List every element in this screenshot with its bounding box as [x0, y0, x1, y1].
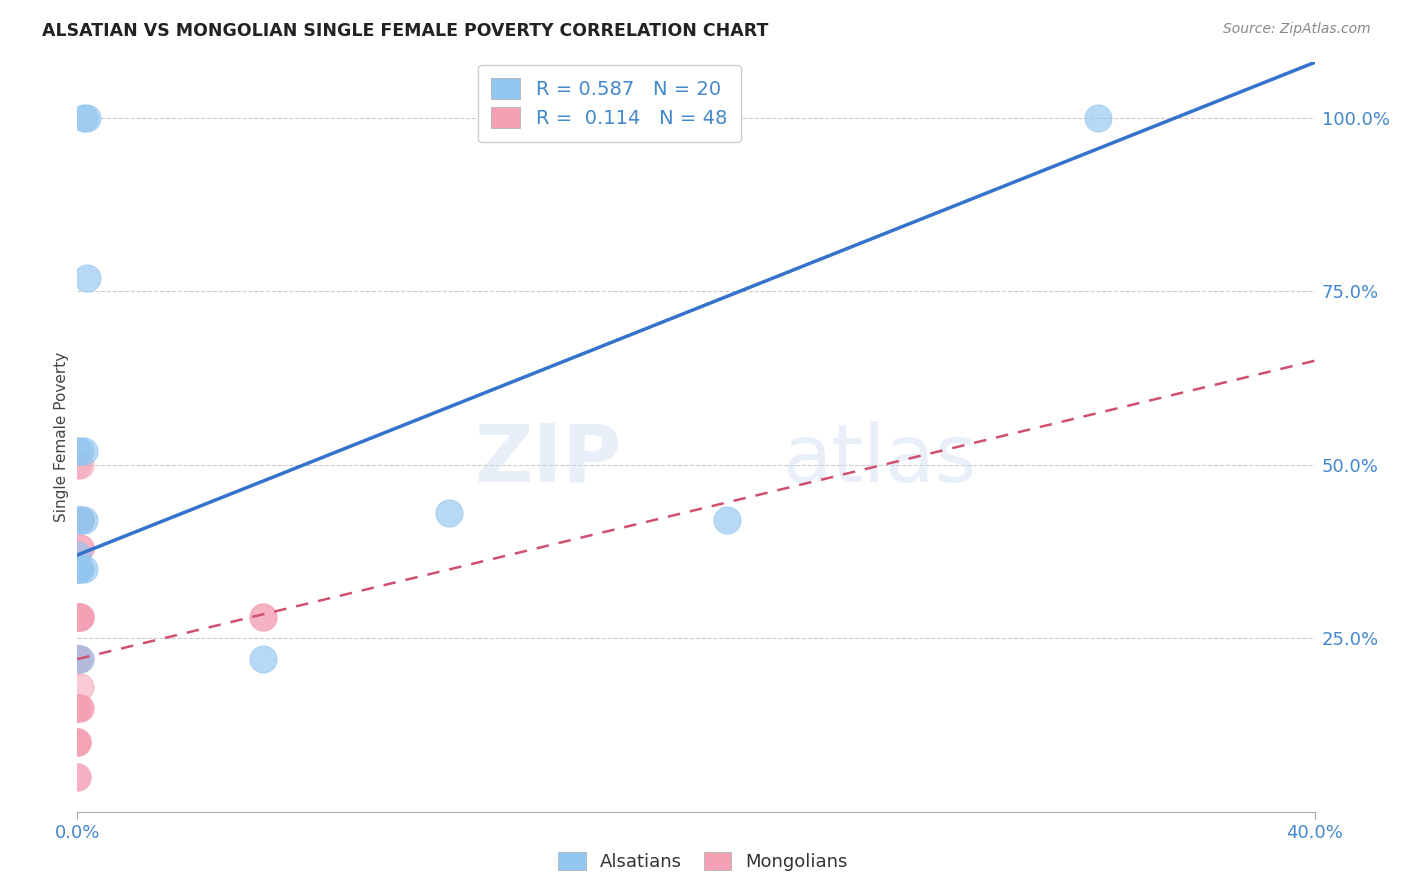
- Point: [69, 652, 91, 666]
- Point: [66, 444, 89, 458]
- Point: [252, 652, 274, 666]
- Point: [66, 652, 89, 666]
- Point: [69, 680, 91, 694]
- Point: [66, 562, 89, 576]
- Point: [69, 610, 91, 624]
- Point: [72, 513, 94, 527]
- Point: [66, 652, 89, 666]
- Point: [66, 610, 89, 624]
- Point: [66, 735, 89, 749]
- Point: [66, 548, 89, 562]
- Point: [66, 652, 89, 666]
- Point: [66, 652, 89, 666]
- Point: [66, 652, 89, 666]
- Point: [76, 111, 98, 125]
- Point: [66, 458, 89, 472]
- Text: ALSATIAN VS MONGOLIAN SINGLE FEMALE POVERTY CORRELATION CHART: ALSATIAN VS MONGOLIAN SINGLE FEMALE POVE…: [42, 22, 769, 40]
- Text: ZIP: ZIP: [474, 420, 621, 499]
- Point: [66, 610, 89, 624]
- Point: [69, 562, 91, 576]
- Point: [69, 458, 91, 472]
- Point: [69, 513, 91, 527]
- Point: [66, 652, 89, 666]
- Point: [66, 735, 89, 749]
- Point: [72, 444, 94, 458]
- Point: [72, 111, 94, 125]
- Point: [66, 652, 89, 666]
- Point: [66, 652, 89, 666]
- Text: atlas: atlas: [783, 420, 977, 499]
- Point: [69, 700, 91, 714]
- Point: [66, 652, 89, 666]
- Point: [252, 610, 274, 624]
- Text: Source: ZipAtlas.com: Source: ZipAtlas.com: [1223, 22, 1371, 37]
- Point: [69, 652, 91, 666]
- Point: [69, 562, 91, 576]
- Point: [66, 652, 89, 666]
- Point: [69, 513, 91, 527]
- Point: [69, 610, 91, 624]
- Point: [66, 610, 89, 624]
- Point: [66, 610, 89, 624]
- Point: [69, 513, 91, 527]
- Point: [1087, 111, 1109, 125]
- Legend: Alsatians, Mongolians: Alsatians, Mongolians: [551, 845, 855, 879]
- Point: [69, 513, 91, 527]
- Legend: R = 0.587   N = 20, R =  0.114   N = 48: R = 0.587 N = 20, R = 0.114 N = 48: [478, 64, 741, 142]
- Point: [69, 541, 91, 555]
- Y-axis label: Single Female Poverty: Single Female Poverty: [53, 352, 69, 522]
- Point: [69, 444, 91, 458]
- Point: [252, 610, 274, 624]
- Point: [66, 770, 89, 784]
- Point: [66, 562, 89, 576]
- Point: [66, 652, 89, 666]
- Point: [66, 700, 89, 714]
- Point: [69, 610, 91, 624]
- Point: [437, 507, 460, 521]
- Point: [69, 610, 91, 624]
- Point: [72, 562, 94, 576]
- Point: [66, 610, 89, 624]
- Point: [66, 735, 89, 749]
- Point: [66, 735, 89, 749]
- Point: [66, 770, 89, 784]
- Point: [66, 652, 89, 666]
- Point: [66, 700, 89, 714]
- Point: [66, 652, 89, 666]
- Point: [66, 610, 89, 624]
- Point: [66, 610, 89, 624]
- Point: [66, 700, 89, 714]
- Point: [69, 700, 91, 714]
- Point: [66, 700, 89, 714]
- Point: [66, 610, 89, 624]
- Point: [716, 513, 738, 527]
- Point: [76, 270, 98, 285]
- Point: [66, 700, 89, 714]
- Point: [69, 541, 91, 555]
